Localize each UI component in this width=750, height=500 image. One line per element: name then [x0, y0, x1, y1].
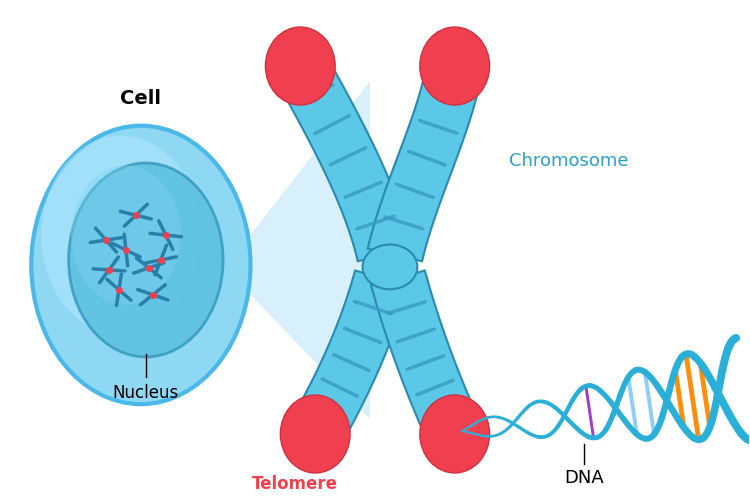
Polygon shape — [276, 52, 412, 262]
Polygon shape — [291, 270, 409, 448]
Text: Telomere: Telomere — [252, 474, 338, 492]
Ellipse shape — [266, 27, 335, 105]
Text: Nucleus: Nucleus — [112, 384, 179, 402]
Text: DNA: DNA — [564, 469, 604, 487]
Polygon shape — [371, 270, 480, 446]
Ellipse shape — [420, 395, 490, 473]
Ellipse shape — [71, 166, 181, 304]
Polygon shape — [251, 81, 370, 419]
Ellipse shape — [69, 163, 223, 357]
Polygon shape — [368, 62, 482, 262]
Ellipse shape — [32, 126, 251, 404]
Text: Cell: Cell — [120, 89, 161, 108]
Text: Chromosome: Chromosome — [509, 152, 629, 170]
Ellipse shape — [420, 27, 490, 105]
Ellipse shape — [280, 395, 350, 473]
Ellipse shape — [362, 244, 417, 290]
Ellipse shape — [41, 136, 201, 334]
